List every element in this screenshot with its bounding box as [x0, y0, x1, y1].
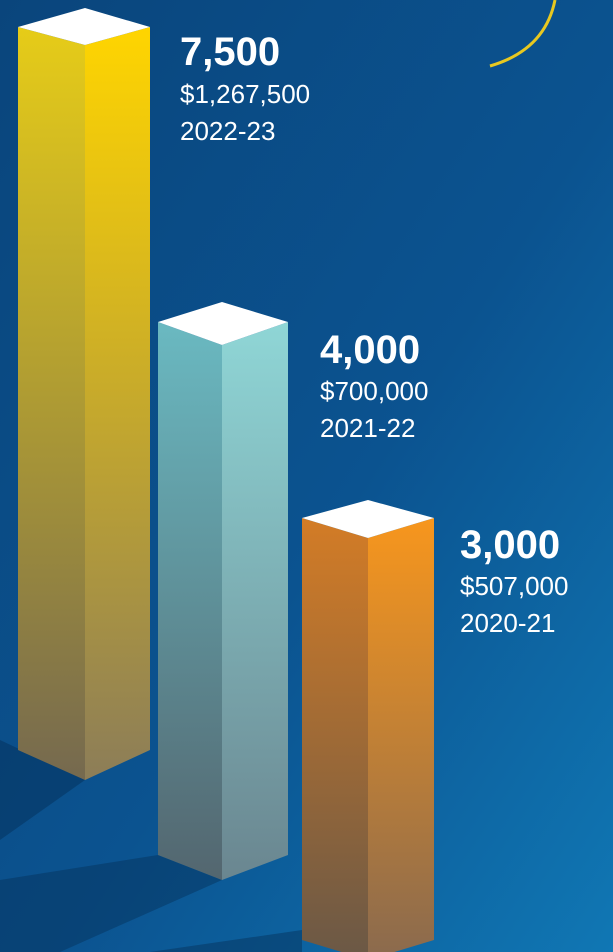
bar-right-face — [368, 518, 434, 952]
bar-right-face — [222, 322, 288, 880]
bar-top — [302, 500, 434, 538]
bar-top — [18, 8, 150, 45]
bar-right-face — [85, 27, 150, 780]
count: 7,500 — [180, 30, 280, 74]
count: 4,000 — [320, 328, 420, 372]
bar-left-face — [158, 322, 222, 880]
moon-arc — [489, 0, 557, 68]
year: 2021-22 — [320, 413, 415, 443]
year: 2020-21 — [460, 608, 555, 638]
amount: $1,267,500 — [180, 79, 310, 109]
amount: $700,000 — [320, 376, 428, 406]
bar-left-face — [18, 27, 85, 780]
shadow — [150, 930, 302, 952]
shadow — [0, 740, 85, 840]
shadow — [0, 855, 222, 952]
bar-top — [158, 302, 288, 345]
amount: $507,000 — [460, 571, 568, 601]
bar-left-face — [302, 518, 368, 952]
year: 2022-23 — [180, 116, 275, 146]
count: 3,000 — [460, 523, 560, 567]
